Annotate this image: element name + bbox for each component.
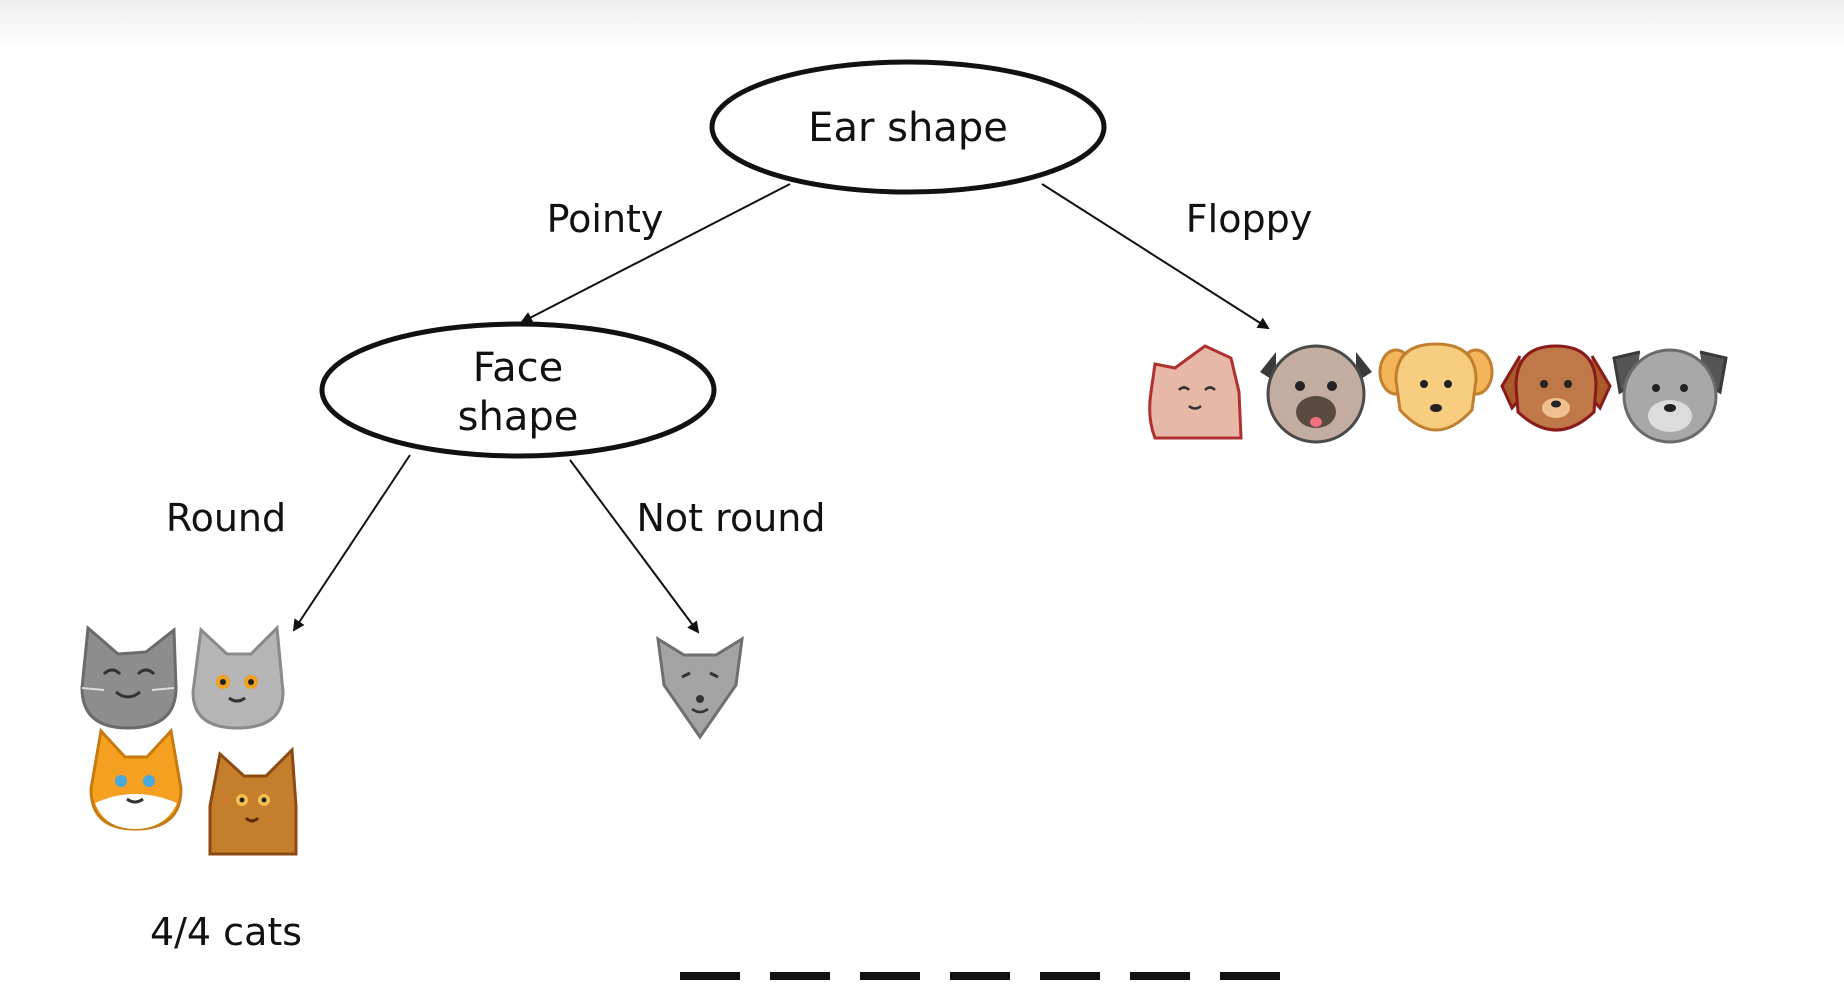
gray-cat-orange-eyes-icon <box>191 624 285 730</box>
edge-label-round: Round <box>166 496 286 540</box>
edge-floppy <box>1041 183 1270 330</box>
pug-dog-icon <box>1260 344 1372 444</box>
edge-not-round <box>569 459 700 634</box>
cropped-caption-fragment <box>680 972 1360 985</box>
face-shape-node: Face shape <box>319 321 717 459</box>
face-shape-label-line1: Face <box>473 345 563 391</box>
golden-dog-icon <box>1378 342 1494 432</box>
edge-label-pointy: Pointy <box>547 197 664 241</box>
orange-white-cat-icon <box>89 727 183 831</box>
brown-dog-icon <box>1500 344 1612 432</box>
leaf-count-round: 4/4 cats <box>150 910 302 954</box>
root-node: Ear shape <box>709 59 1107 195</box>
root-node-label: Ear shape <box>808 105 1008 151</box>
edge-label-not-round: Not round <box>637 496 826 540</box>
edge-pointy <box>520 183 791 323</box>
top-bar <box>0 0 1844 50</box>
gray-cat-pointy-icon <box>656 636 744 740</box>
gray-dog-icon <box>1612 348 1728 444</box>
face-shape-label-line2: shape <box>458 394 579 440</box>
edge-round <box>292 454 411 632</box>
brown-cat-icon <box>208 746 298 856</box>
edge-label-floppy: Floppy <box>1186 197 1312 241</box>
pink-cat-folded-ears-icon <box>1148 344 1243 440</box>
gray-cat-smiling-icon <box>80 624 178 730</box>
